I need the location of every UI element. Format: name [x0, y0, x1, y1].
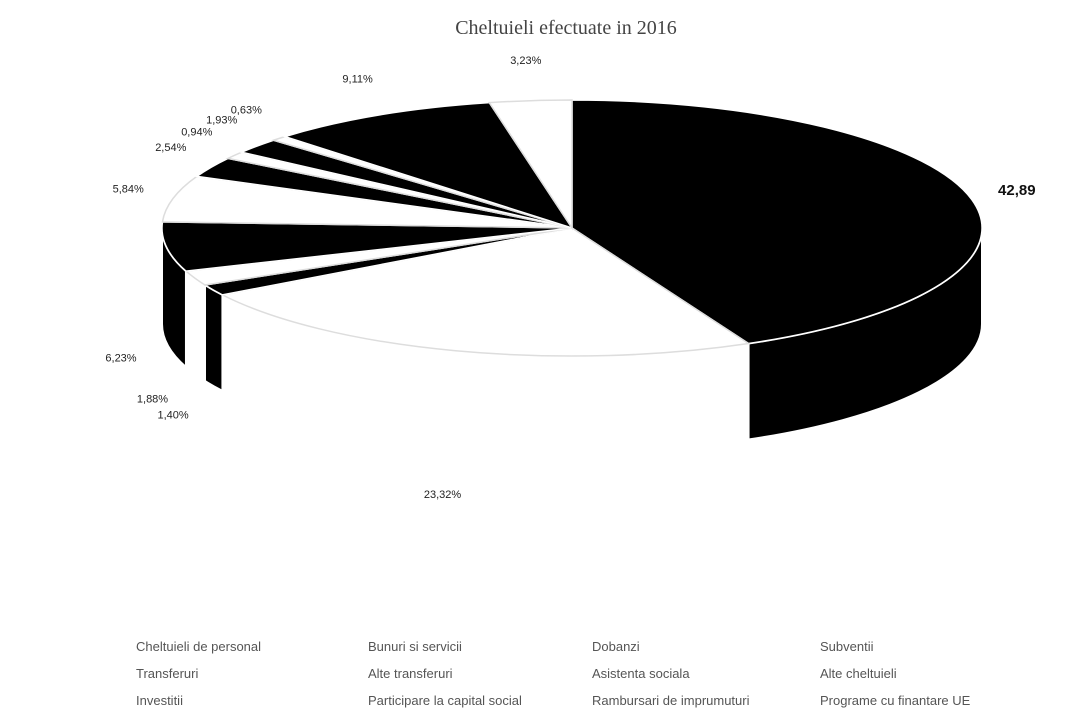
legend-item-rambursari-de-imprumuturi: Rambursari de imprumuturi	[592, 693, 750, 708]
slice-label-bunuri-si-servicii: 23,32%	[424, 489, 462, 501]
pie-chart-svg: Cheltuieli efectuate in 2016 42,89 23,32%…	[105, 17, 1035, 501]
pie-slice-transferuri	[161, 221, 573, 272]
legend-item-investitii: Investitii	[136, 693, 183, 708]
slice-label-programe-cu-finantare-ue: 3,23%	[510, 55, 541, 67]
legend: Cheltuieli de personal Bunuri si servicii…	[136, 636, 1040, 712]
legend-item-alte-transferuri: Alte transferuri	[368, 666, 453, 681]
slice-label-participare-la-capital-social: 0,63%	[231, 104, 262, 116]
pie-slice-side-subventii	[184, 268, 206, 383]
pie-slice-cheltuieli-de-personal	[571, 99, 983, 345]
slice-label-alte-cheltuieli: 0,94%	[181, 126, 212, 138]
pie-slice-bunuri-si-servicii	[220, 227, 751, 357]
slice-label-rambursari-de-imprumuturi: 9,11%	[342, 74, 373, 86]
slice-label-investitii: 1,93%	[206, 114, 237, 126]
pie-label-layer: 42,89 23,32% 1,40% 1,88% 6,23% 5,84% 2,54% 0,94…	[105, 55, 1035, 501]
pie-top-layer	[161, 99, 983, 357]
slice-label-asistenta-sociala: 2,54%	[155, 142, 186, 154]
legend-item-dobanzi: Dobanzi	[592, 639, 640, 654]
pie-slice-programe-cu-finantare-ue	[487, 99, 573, 231]
slice-label-cheltuieli-de-personal: 42,89	[998, 182, 1036, 199]
pie-slice-alte-transferuri	[161, 175, 573, 229]
pie-side-layer	[161, 227, 983, 453]
chart-title: Cheltuieli efectuate in 2016	[455, 17, 677, 39]
legend-item-bunuri-si-servicii: Bunuri si servicii	[368, 639, 462, 654]
slice-label-alte-transferuri: 5,84%	[113, 183, 144, 195]
legend-item-alte-cheltuieli: Alte cheltuieli	[820, 666, 897, 681]
legend-item-asistenta-sociala: Asistenta sociala	[592, 666, 690, 681]
slice-label-dobanzi: 1,40%	[157, 409, 188, 421]
slice-label-transferuri: 6,23%	[105, 353, 136, 365]
legend-item-cheltuieli-de-personal: Cheltuieli de personal	[136, 639, 262, 654]
slice-label-subventii: 1,88%	[137, 394, 168, 406]
pie-slice-side-dobanzi	[203, 283, 224, 393]
legend-item-transferuri: Transferuri	[136, 666, 199, 681]
pie-slice-rambursari-de-imprumuturi	[282, 101, 574, 230]
legend-item-participare-la-capital-social: Participare la capital social	[368, 693, 522, 708]
legend-item-programe-cu-finantare-ue: Programe cu finantare UE	[820, 693, 971, 708]
legend-item-subventii: Subventii	[820, 639, 874, 654]
